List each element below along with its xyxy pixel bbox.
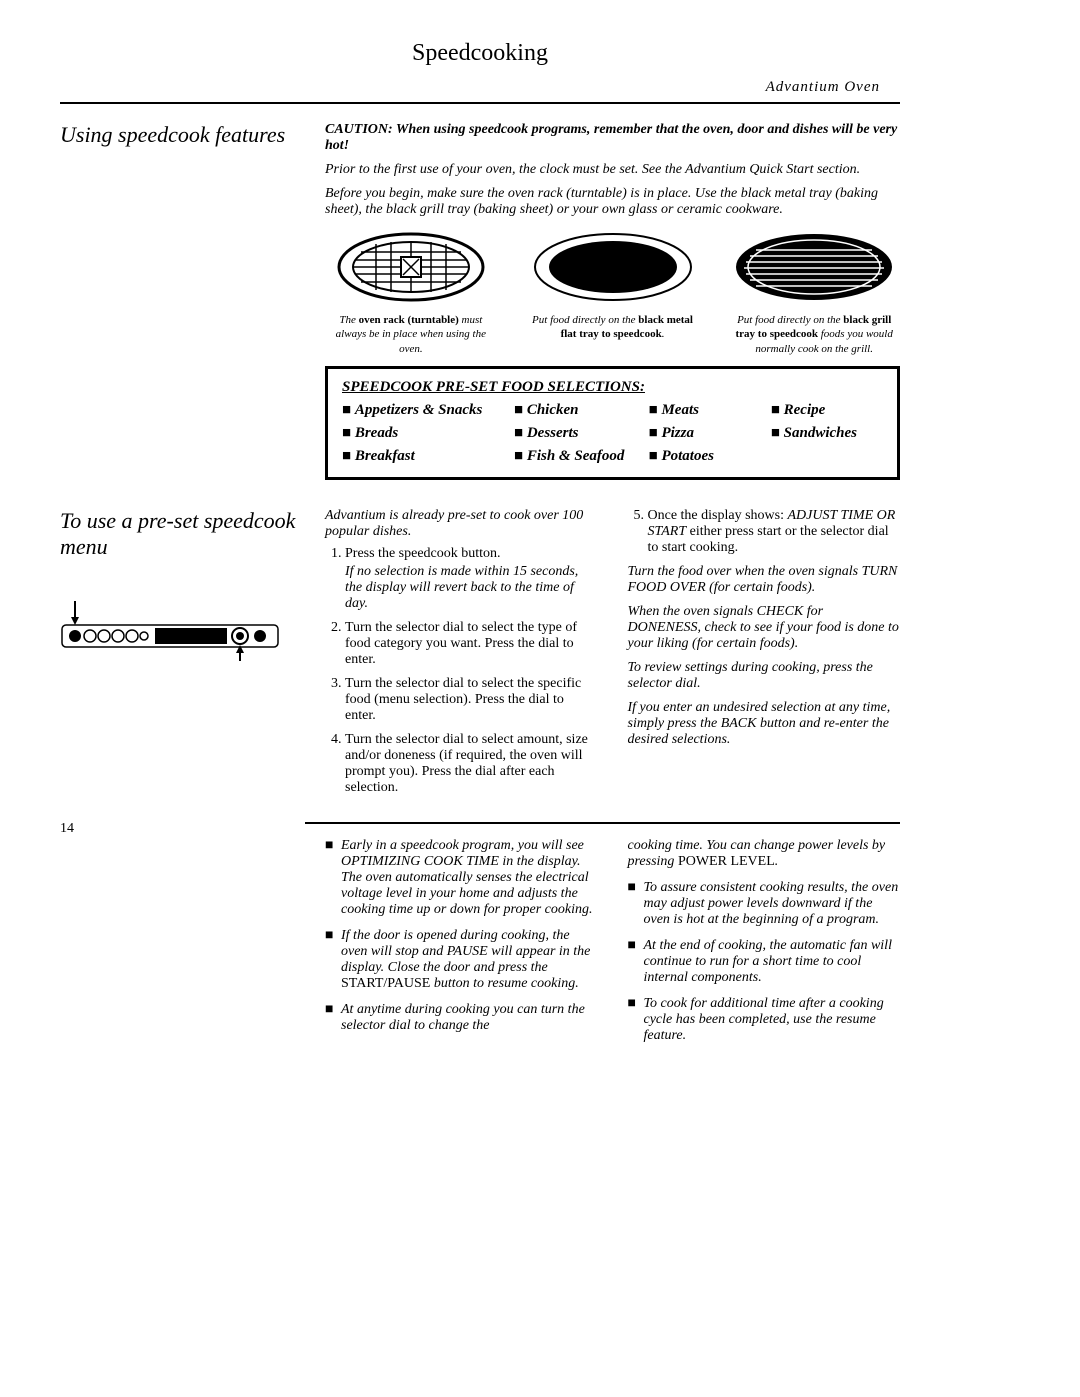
tray-turntable: The oven rack (turntable) must always be… <box>325 232 497 356</box>
food-item: Meats <box>649 402 761 419</box>
divider <box>60 102 900 104</box>
food-box-title: SPEEDCOOK PRE-SET FOOD SELECTIONS: <box>342 379 883 396</box>
food-item: Appetizers & Snacks <box>342 402 504 419</box>
food-item: Desserts <box>514 425 639 442</box>
tray-illustrations-row: The oven rack (turntable) must always be… <box>325 232 900 356</box>
lead-text: Advantium is already pre-set to cook ove… <box>325 508 598 540</box>
note-change-time: At anytime during cooking you can turn t… <box>325 1002 598 1034</box>
steps-list-cont: Once the display shows: ADJUST TIME OR S… <box>628 508 901 556</box>
food-item: Sandwiches <box>771 425 883 442</box>
tray1-caption: The oven rack (turntable) must always be… <box>325 313 497 356</box>
food-item: Breads <box>342 425 504 442</box>
note-change-time-cont: cooking time. You can change power level… <box>628 838 901 870</box>
step-3: Turn the selector dial to select the spe… <box>345 676 598 724</box>
note-fan: At the end of cooking, the automatic fan… <box>628 938 901 986</box>
note-consistent: To assure consistent cooking results, th… <box>628 880 901 928</box>
food-item: Potatoes <box>649 448 761 465</box>
food-item: Pizza <box>649 425 761 442</box>
note-door-open: If the door is opened during cooking, th… <box>325 928 598 992</box>
divider <box>305 822 900 824</box>
page-title: Speedcooking <box>60 40 900 67</box>
note-doneness: When the oven signals CHECK for DONENESS… <box>628 604 901 652</box>
section-speedcook-features: Using speedcook features CAUTION: When u… <box>60 122 900 480</box>
control-panel-icon <box>60 601 280 661</box>
note-back: If you enter an undesired selection at a… <box>628 700 901 748</box>
step-2: Turn the selector dial to select the typ… <box>345 620 598 668</box>
intro-p2: Before you begin, make sure the oven rac… <box>325 186 900 218</box>
page-number: 14 <box>60 821 74 838</box>
caution-text: CAUTION: When using speedcook programs, … <box>325 122 900 154</box>
note-resume: To cook for additional time after a cook… <box>628 996 901 1044</box>
intro-p1: Prior to the first use of your oven, the… <box>325 162 900 178</box>
tray3-caption: Put food directly on the black grill tra… <box>728 313 900 356</box>
note-turn-food: Turn the food over when the oven signals… <box>628 564 901 596</box>
note-optimizing: Early in a speedcook program, you will s… <box>325 838 598 918</box>
tray2-caption: Put food directly on the black metal fla… <box>527 313 699 342</box>
food-item: Fish & Seafood <box>514 448 639 465</box>
section-preset-menu: To use a pre-set speedcook menu <box>60 508 900 804</box>
steps-list: Press the speedcook button. If no select… <box>325 546 598 796</box>
notes-left: Early in a speedcook program, you will s… <box>325 838 598 1034</box>
food-item: Recipe <box>771 402 883 419</box>
step-5: Once the display shows: ADJUST TIME OR S… <box>648 508 901 556</box>
section-notes: 14 Early in a speedcook program, you wil… <box>60 838 900 1054</box>
grill-tray-icon <box>734 232 894 302</box>
food-item: Breakfast <box>342 448 504 465</box>
turntable-icon <box>336 232 486 302</box>
food-item: Chicken <box>514 402 639 419</box>
tray-flat: Put food directly on the black metal fla… <box>527 232 699 356</box>
flat-tray-icon <box>533 232 693 302</box>
food-selections-box: SPEEDCOOK PRE-SET FOOD SELECTIONS: Appet… <box>325 366 900 480</box>
side-heading-features: Using speedcook features <box>60 122 325 148</box>
notes-right: To assure consistent cooking results, th… <box>628 880 901 1044</box>
step-4: Turn the selector dial to select amount,… <box>345 732 598 796</box>
tray-grill: Put food directly on the black grill tra… <box>728 232 900 356</box>
step-1: Press the speedcook button. If no select… <box>345 546 598 612</box>
brand-label: Advantium Oven <box>60 79 880 96</box>
note-review: To review settings during cooking, press… <box>628 660 901 692</box>
side-heading-preset: To use a pre-set speedcook menu <box>60 508 325 667</box>
